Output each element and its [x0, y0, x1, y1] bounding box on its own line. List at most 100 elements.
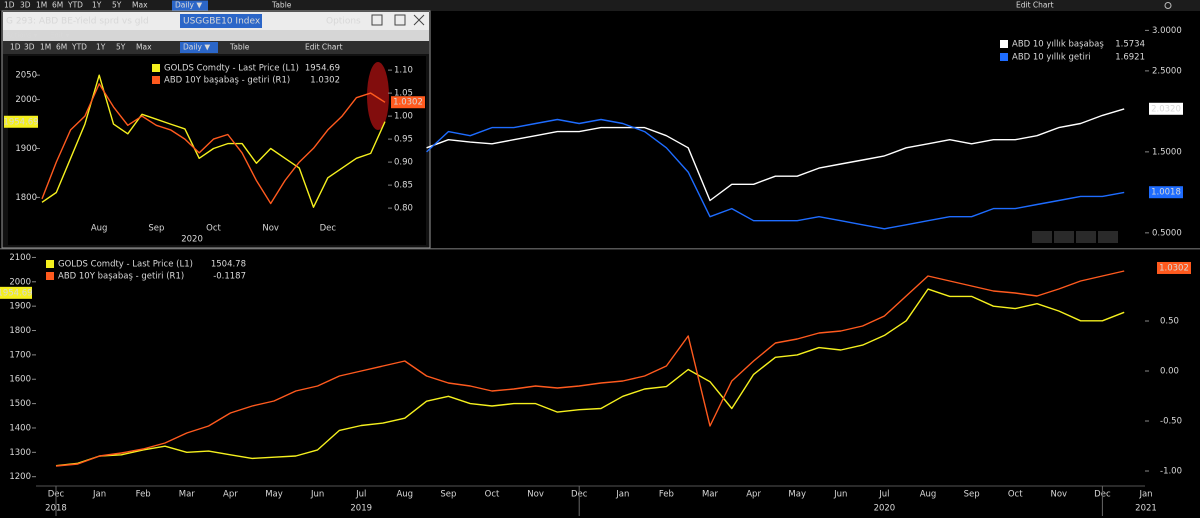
series-line	[426, 118, 1125, 230]
period-button[interactable]: Daily ▼	[175, 1, 202, 10]
y-tick-label: 1.05	[394, 89, 413, 99]
series-line	[55, 270, 1125, 467]
y-tick-label: 1400	[9, 423, 31, 433]
y-tick-label: 2100	[9, 253, 31, 263]
y-tick-label: 1600	[9, 375, 31, 385]
y-tick-label: 2000	[15, 95, 37, 105]
window-table[interactable]: Table	[229, 43, 250, 52]
window-toolbar-button[interactable]: 5Y	[116, 43, 126, 52]
y-tick-label: 2050	[15, 71, 37, 81]
y-tick-label: 0.50	[1160, 317, 1179, 327]
last-value-tag	[1149, 186, 1183, 199]
x-tick-label: Jun	[310, 490, 324, 500]
y-tick-label: 1200	[9, 472, 31, 482]
window-close[interactable]	[413, 14, 425, 26]
window-toolbar-button[interactable]: 6M	[56, 43, 67, 52]
x-tick-label: Nov	[262, 224, 279, 234]
ticker-field[interactable]	[180, 14, 262, 28]
legend-value: -0.1187	[213, 272, 246, 282]
x-tick-label: Sep	[440, 490, 456, 500]
legend-swatch	[1000, 53, 1008, 61]
ticker[interactable]: USGGBE10 Index	[183, 17, 261, 27]
y-tick-label: 1900	[15, 144, 37, 154]
window-toolbar-button[interactable]: 1M	[40, 43, 51, 52]
last-value-tag	[0, 286, 32, 299]
legend-label: ABD 10Y başabaş - getiri (R1)	[164, 76, 290, 86]
window-menu[interactable]: Edit ▾	[50, 32, 70, 40]
last-value-tag	[1157, 261, 1191, 274]
last-value-label: 1.0302	[1159, 263, 1189, 273]
y-tick-label: 1300	[9, 448, 31, 458]
legend-label: ABD 10 yıllık başabaş	[1012, 40, 1104, 50]
last-value-label: 1.0018	[1151, 188, 1181, 198]
last-value-tag	[1149, 102, 1183, 115]
legend-value: 1.6921	[1115, 53, 1145, 63]
legend-swatch	[152, 64, 160, 72]
window-menu[interactable]: Actions ▾	[6, 32, 38, 40]
toolbar-button[interactable]: 1Y	[92, 1, 102, 10]
toolbar-button[interactable]: 5Y	[112, 1, 122, 10]
y-tick-label: 1.10	[394, 66, 413, 76]
x-tick-label: Jan	[615, 490, 629, 500]
highlight-ellipse	[367, 62, 389, 130]
table-button[interactable]: Table	[271, 1, 292, 10]
x-tick-label: Feb	[659, 490, 674, 500]
x-tick-label: Nov	[527, 490, 544, 500]
options-button[interactable]: Options	[326, 17, 361, 27]
legend-box	[148, 61, 344, 87]
legend-value: 1954.69	[305, 64, 340, 74]
last-value-label: 1.0302	[393, 98, 423, 108]
window-toolbar-button[interactable]: 1D	[10, 43, 21, 52]
window-toolbar-button[interactable]: 3D	[24, 43, 35, 52]
toolbar-button[interactable]: 6M	[52, 1, 63, 10]
y-tick-label: 2.5000	[1152, 66, 1182, 76]
edit-chart-button[interactable]: Edit Chart	[1016, 1, 1054, 10]
y-tick-label: 0.95	[394, 135, 413, 145]
window-button[interactable]	[394, 14, 406, 26]
last-value-tag	[4, 115, 38, 128]
window-toolbar-button[interactable]: Max	[136, 43, 152, 52]
toolbar-button[interactable]: YTD	[67, 1, 83, 10]
y-tick-label: 1800	[9, 326, 31, 336]
x-tick-label: Mar	[702, 490, 719, 500]
x-tick-label: Oct	[485, 490, 500, 500]
year-label: 2020	[874, 504, 896, 514]
y-tick-label: 0.80	[394, 204, 413, 214]
year-label: 2020	[181, 235, 203, 245]
y-tick-label: 2000	[9, 277, 31, 287]
toolbar-button[interactable]: 1M	[36, 1, 47, 10]
window-button[interactable]	[371, 14, 383, 26]
window-toolbar-button[interactable]: YTD	[71, 43, 87, 52]
window-toolbar-button[interactable]: 1Y	[96, 43, 106, 52]
last-value-tag	[391, 96, 425, 109]
y-tick-label: 1700	[9, 350, 31, 360]
last-value-label: 1954.69	[0, 288, 33, 298]
year-label: 2019	[350, 504, 372, 514]
window-period-bg	[180, 42, 218, 53]
legend-swatch	[1000, 40, 1008, 48]
icon[interactable]	[1054, 231, 1074, 243]
x-tick-label: Sep	[964, 490, 980, 500]
icon[interactable]	[1076, 231, 1096, 243]
panel-separator	[0, 248, 1200, 250]
window-period[interactable]: Daily ▼	[183, 43, 210, 52]
legend-swatch	[152, 76, 160, 84]
last-value-label: 1954.69	[3, 117, 38, 127]
icon[interactable]	[1032, 231, 1052, 243]
x-tick-label: Apr	[223, 490, 238, 500]
x-tick-label: Oct	[206, 224, 221, 234]
toolbar-button[interactable]: Max	[132, 1, 148, 10]
window-edit[interactable]: Edit Chart	[305, 43, 343, 52]
x-tick-label: Apr	[746, 490, 761, 500]
icon[interactable]	[1098, 231, 1118, 243]
legend-value: 1.5734	[1115, 40, 1145, 50]
x-tick-label: Oct	[1008, 490, 1023, 500]
year-label: 2018	[45, 504, 67, 514]
toolbar-button[interactable]: 1D	[4, 1, 15, 10]
series-line	[426, 108, 1125, 202]
settings-icon[interactable]	[1164, 2, 1172, 9]
toolbar-button[interactable]: 3D	[20, 1, 31, 10]
y-tick-label: 1800	[15, 193, 37, 203]
x-tick-label: Dec	[320, 224, 337, 234]
pane-icons	[1032, 231, 1118, 243]
